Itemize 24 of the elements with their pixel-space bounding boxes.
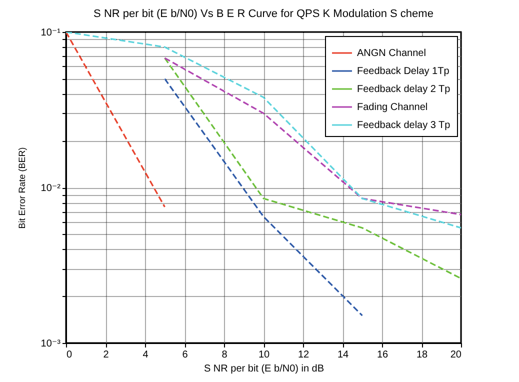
y-tick-label: 10⁻¹	[40, 28, 62, 38]
x-tick-label: 8	[222, 350, 228, 360]
line-series	[164, 57, 461, 216]
legend-label: Fading Channel	[357, 102, 428, 113]
x-tick-label: 4	[142, 350, 149, 360]
x-tick-label: 12	[298, 350, 310, 360]
x-tick-label: 2	[103, 350, 110, 360]
y-axis-title: Bit Error Rate (BER)	[16, 147, 27, 229]
y-tick-label: 10⁻²	[40, 183, 62, 194]
legend-label: ANGN Channel	[357, 48, 426, 59]
x-tick-label: 0	[66, 350, 72, 360]
x-tick-label: 10	[258, 350, 270, 360]
x-tick-label: 14	[337, 350, 349, 360]
chart-title: S NR per bit (E b/N0) Vs B E R Curve for QPS K Modulation S cheme	[94, 8, 434, 20]
x-axis-title: S NR per bit (E b/N0) in dB	[204, 364, 324, 374]
legend-label: Feedback delay 2 Tp	[357, 84, 451, 95]
y-tick-label: 10⁻³	[40, 338, 62, 350]
legend-label: Feedback delay 3 Tp	[357, 120, 451, 131]
x-tick-label: 18	[416, 350, 428, 360]
legend-label: Feedback Delay 1Tp	[357, 66, 450, 77]
x-tick-label: 16	[376, 350, 388, 360]
x-tick-label: 6	[182, 350, 188, 360]
x-tick-label: 20	[450, 350, 462, 360]
line-series	[164, 57, 461, 280]
